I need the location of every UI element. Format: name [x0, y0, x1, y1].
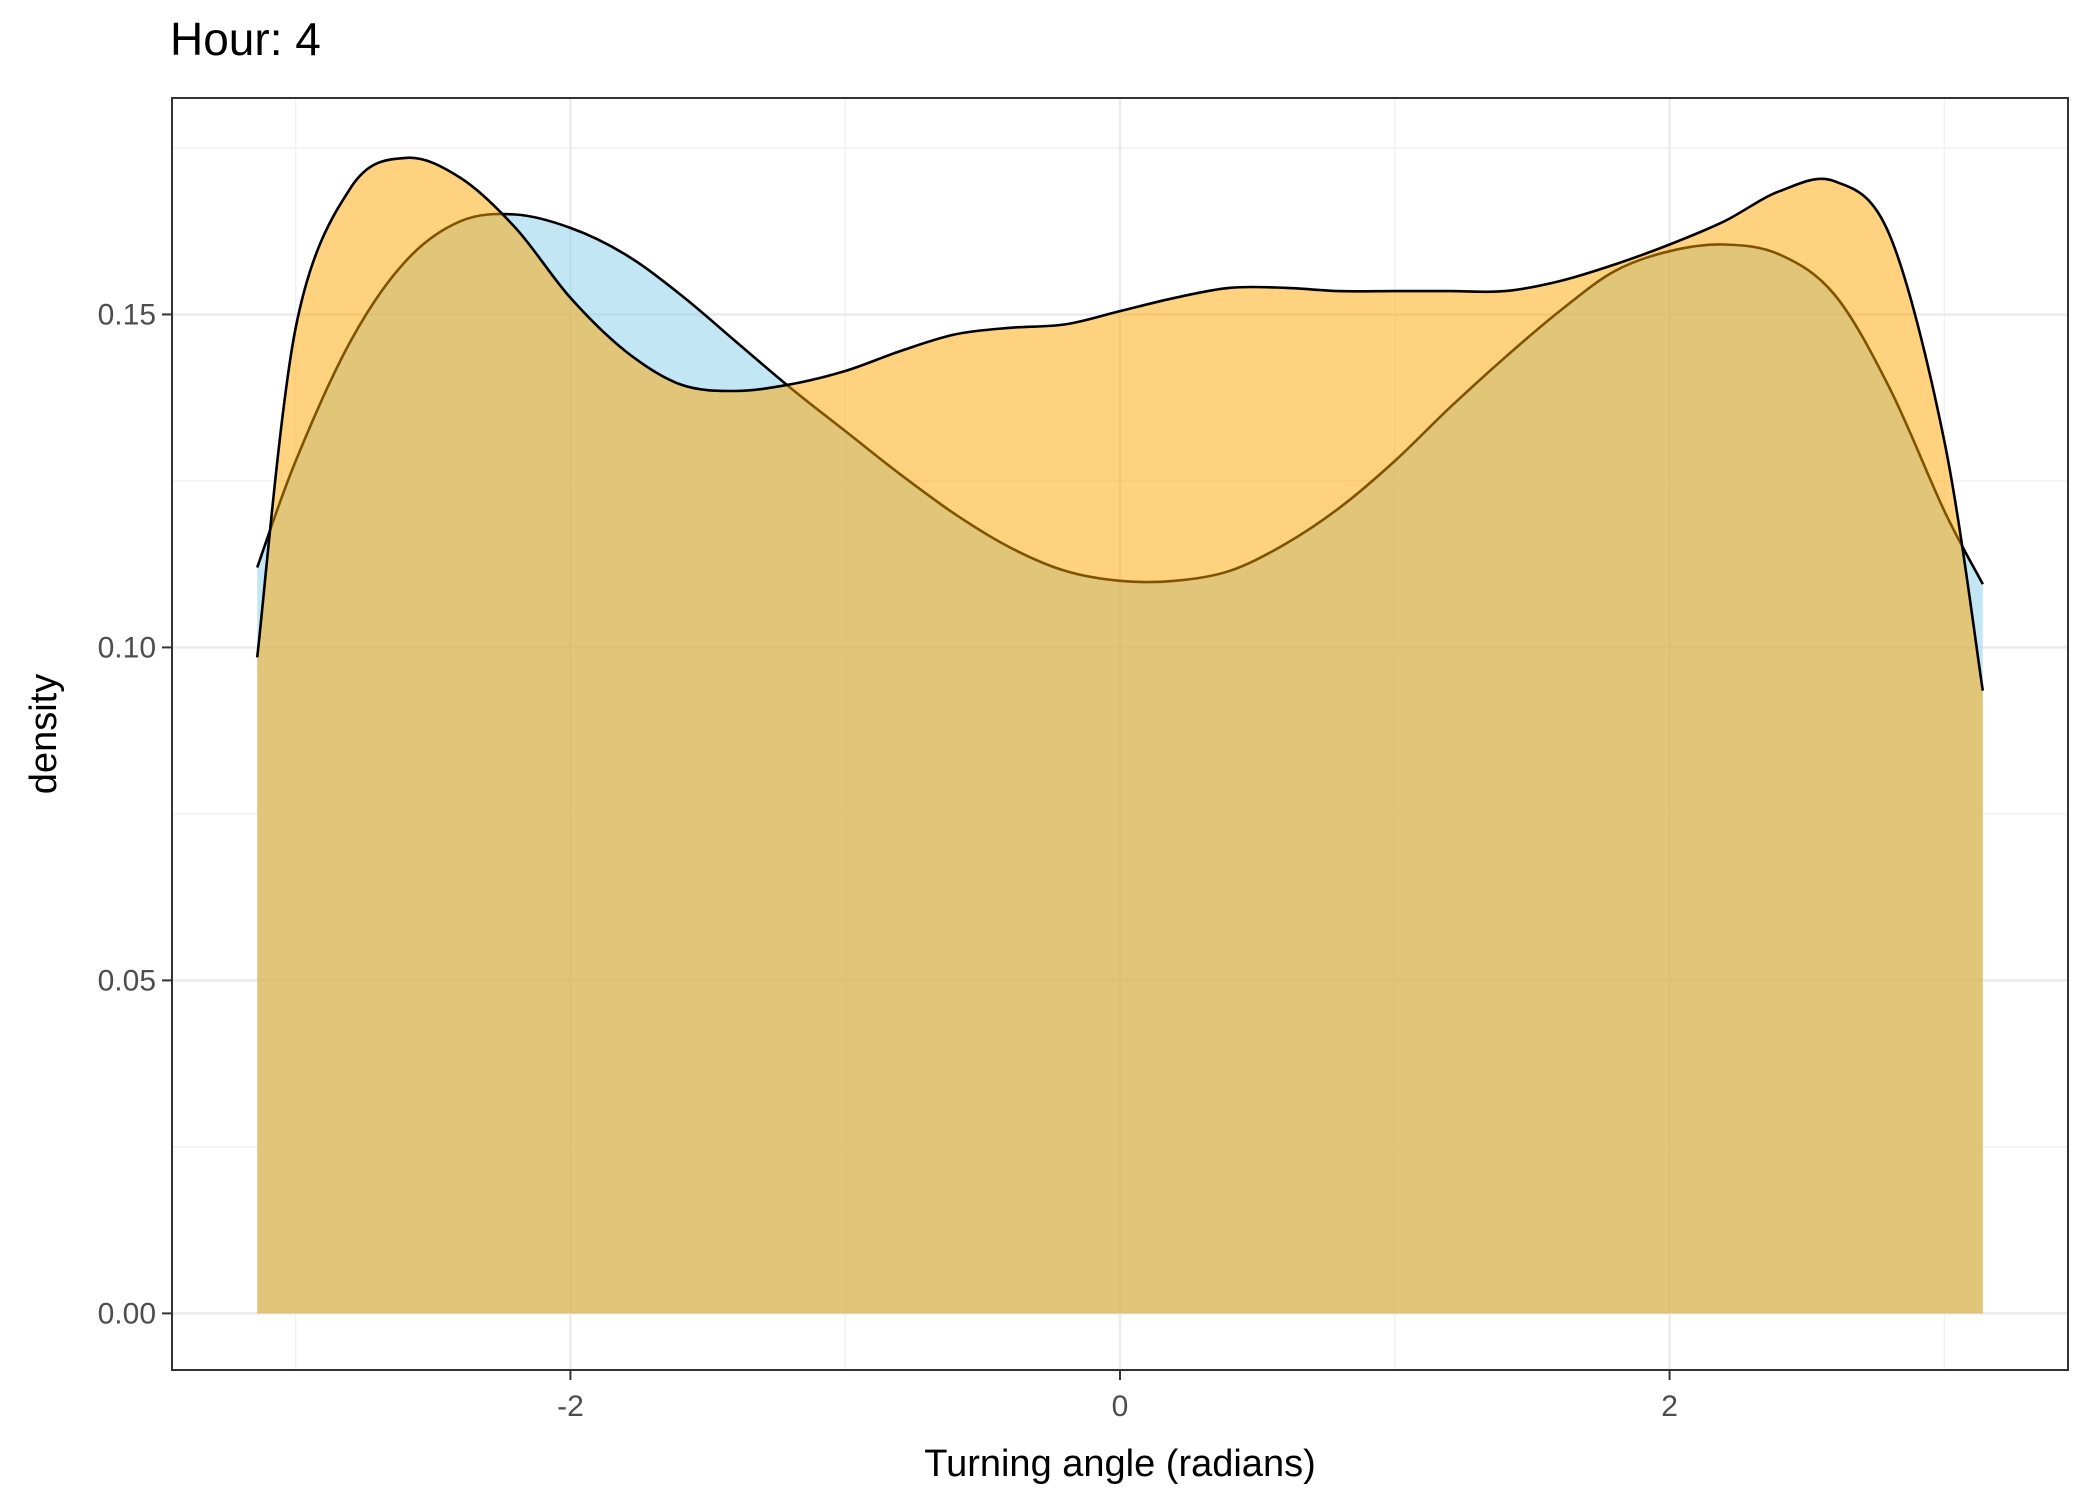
y-axis: 0.00 0.05 0.10 0.15 — [98, 298, 172, 1330]
x-tick-label: -2 — [557, 1390, 584, 1423]
density-curve-2 — [255, 156, 1985, 691]
x-axis-title: Turning angle (radians) — [924, 1443, 1315, 1485]
y-tick-label: 0.10 — [98, 631, 156, 664]
density-area-2 — [257, 157, 1983, 1314]
y-tick-label: 0.00 — [98, 1297, 156, 1330]
x-tick-label: 2 — [1661, 1390, 1678, 1423]
y-tick-label: 0.15 — [98, 298, 156, 331]
x-tick-label: 0 — [1112, 1390, 1129, 1423]
chart-title: Hour: 4 — [170, 13, 321, 65]
x-axis: -2 0 2 — [557, 1370, 1678, 1423]
y-axis-title: density — [23, 674, 65, 794]
density-areas — [255, 156, 1985, 1314]
y-tick-label: 0.05 — [98, 964, 156, 997]
